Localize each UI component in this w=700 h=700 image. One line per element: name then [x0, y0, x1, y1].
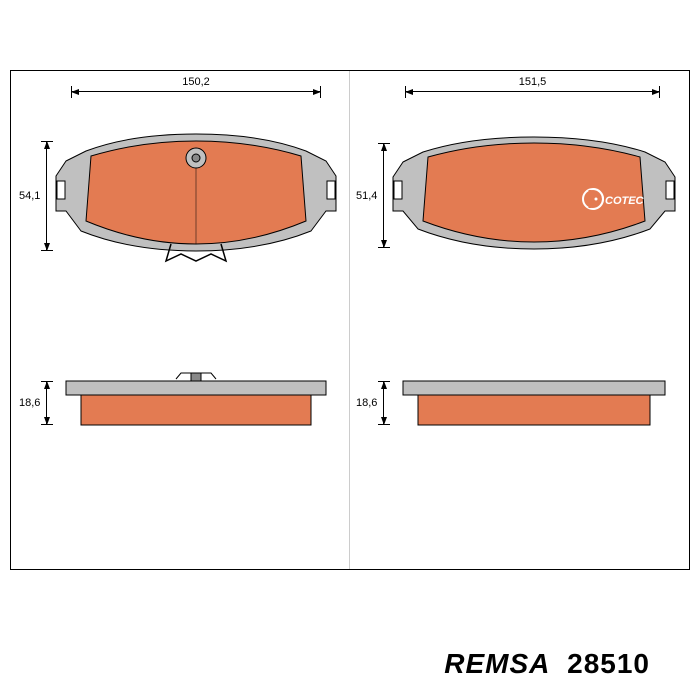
footer-brand: REMSA — [444, 648, 550, 679]
dim-thick-right-value: 18,6 — [356, 397, 377, 409]
dim-thick-left-value: 18,6 — [19, 397, 40, 409]
dim-width-left: 150,2 — [71, 91, 321, 112]
right-panel: 151,5 51,4 COTEC — [350, 71, 689, 569]
diagram-frame: 150,2 54,1 18,6 — [10, 70, 690, 570]
left-pad-face — [51, 126, 341, 266]
dim-width-right: 151,5 — [405, 91, 660, 112]
right-pad-face: COTEC — [388, 129, 680, 264]
left-panel: 150,2 54,1 18,6 — [11, 71, 350, 569]
right-pad-side — [398, 371, 670, 431]
footer-part-number: 28510 — [567, 648, 650, 679]
dim-width-left-value: 150,2 — [180, 76, 212, 88]
dim-width-right-value: 151,5 — [517, 76, 549, 88]
dim-height-right-value: 51,4 — [356, 190, 377, 202]
dim-height-left-value: 54,1 — [19, 190, 40, 202]
footer: REMSA 28510 — [0, 648, 700, 680]
left-pad-side — [61, 371, 331, 431]
svg-text:COTEC: COTEC — [605, 195, 645, 207]
